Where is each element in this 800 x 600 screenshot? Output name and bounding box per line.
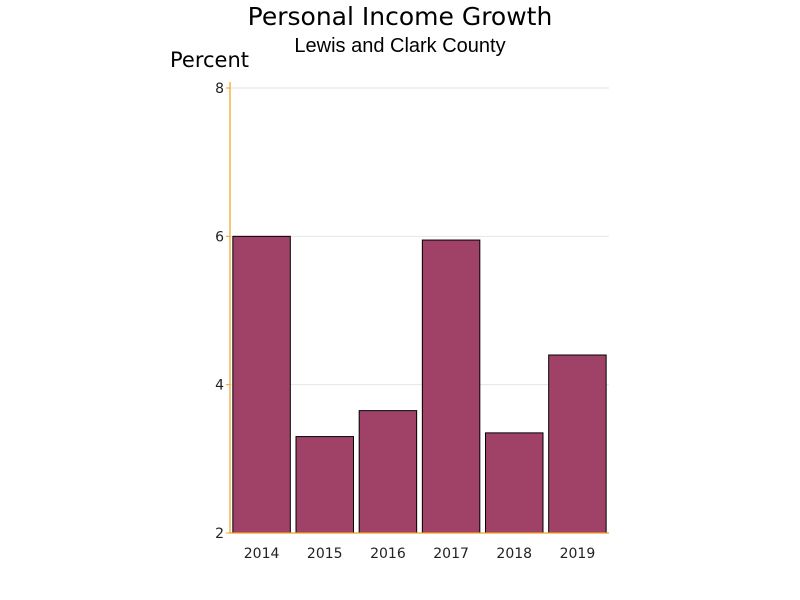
x-tick-label: 2018 <box>496 546 532 562</box>
bar-2015 <box>295 436 354 534</box>
axis-layer <box>226 82 609 534</box>
bar-2019 <box>548 354 607 534</box>
chart-title: Personal Income Growth <box>248 2 553 31</box>
bar-layer <box>232 235 607 534</box>
y-tick-label: 6 <box>215 229 224 245</box>
x-tick-label: 2014 <box>244 546 280 562</box>
bar-2018 <box>485 432 544 534</box>
bar-2014 <box>232 235 291 534</box>
y-tick-label: 2 <box>215 526 224 542</box>
y-axis-label: Percent <box>170 48 249 72</box>
y-tick-label: 8 <box>215 81 224 97</box>
bar-2017 <box>421 239 481 534</box>
bar-2016 <box>358 410 418 534</box>
y-tick-label: 4 <box>215 378 224 394</box>
x-tick-label: 2015 <box>307 546 343 562</box>
x-tick-label: 2017 <box>433 546 469 562</box>
y-tick-labels: 2 4 6 8 <box>215 81 224 542</box>
x-tick-label: 2019 <box>560 546 596 562</box>
grid-layer <box>230 87 609 386</box>
x-tick-label: 2016 <box>370 546 406 562</box>
chart-subtitle: Lewis and Clark County <box>294 35 505 57</box>
x-tick-labels: 2014 2015 2016 2017 2018 2019 <box>244 546 595 562</box>
